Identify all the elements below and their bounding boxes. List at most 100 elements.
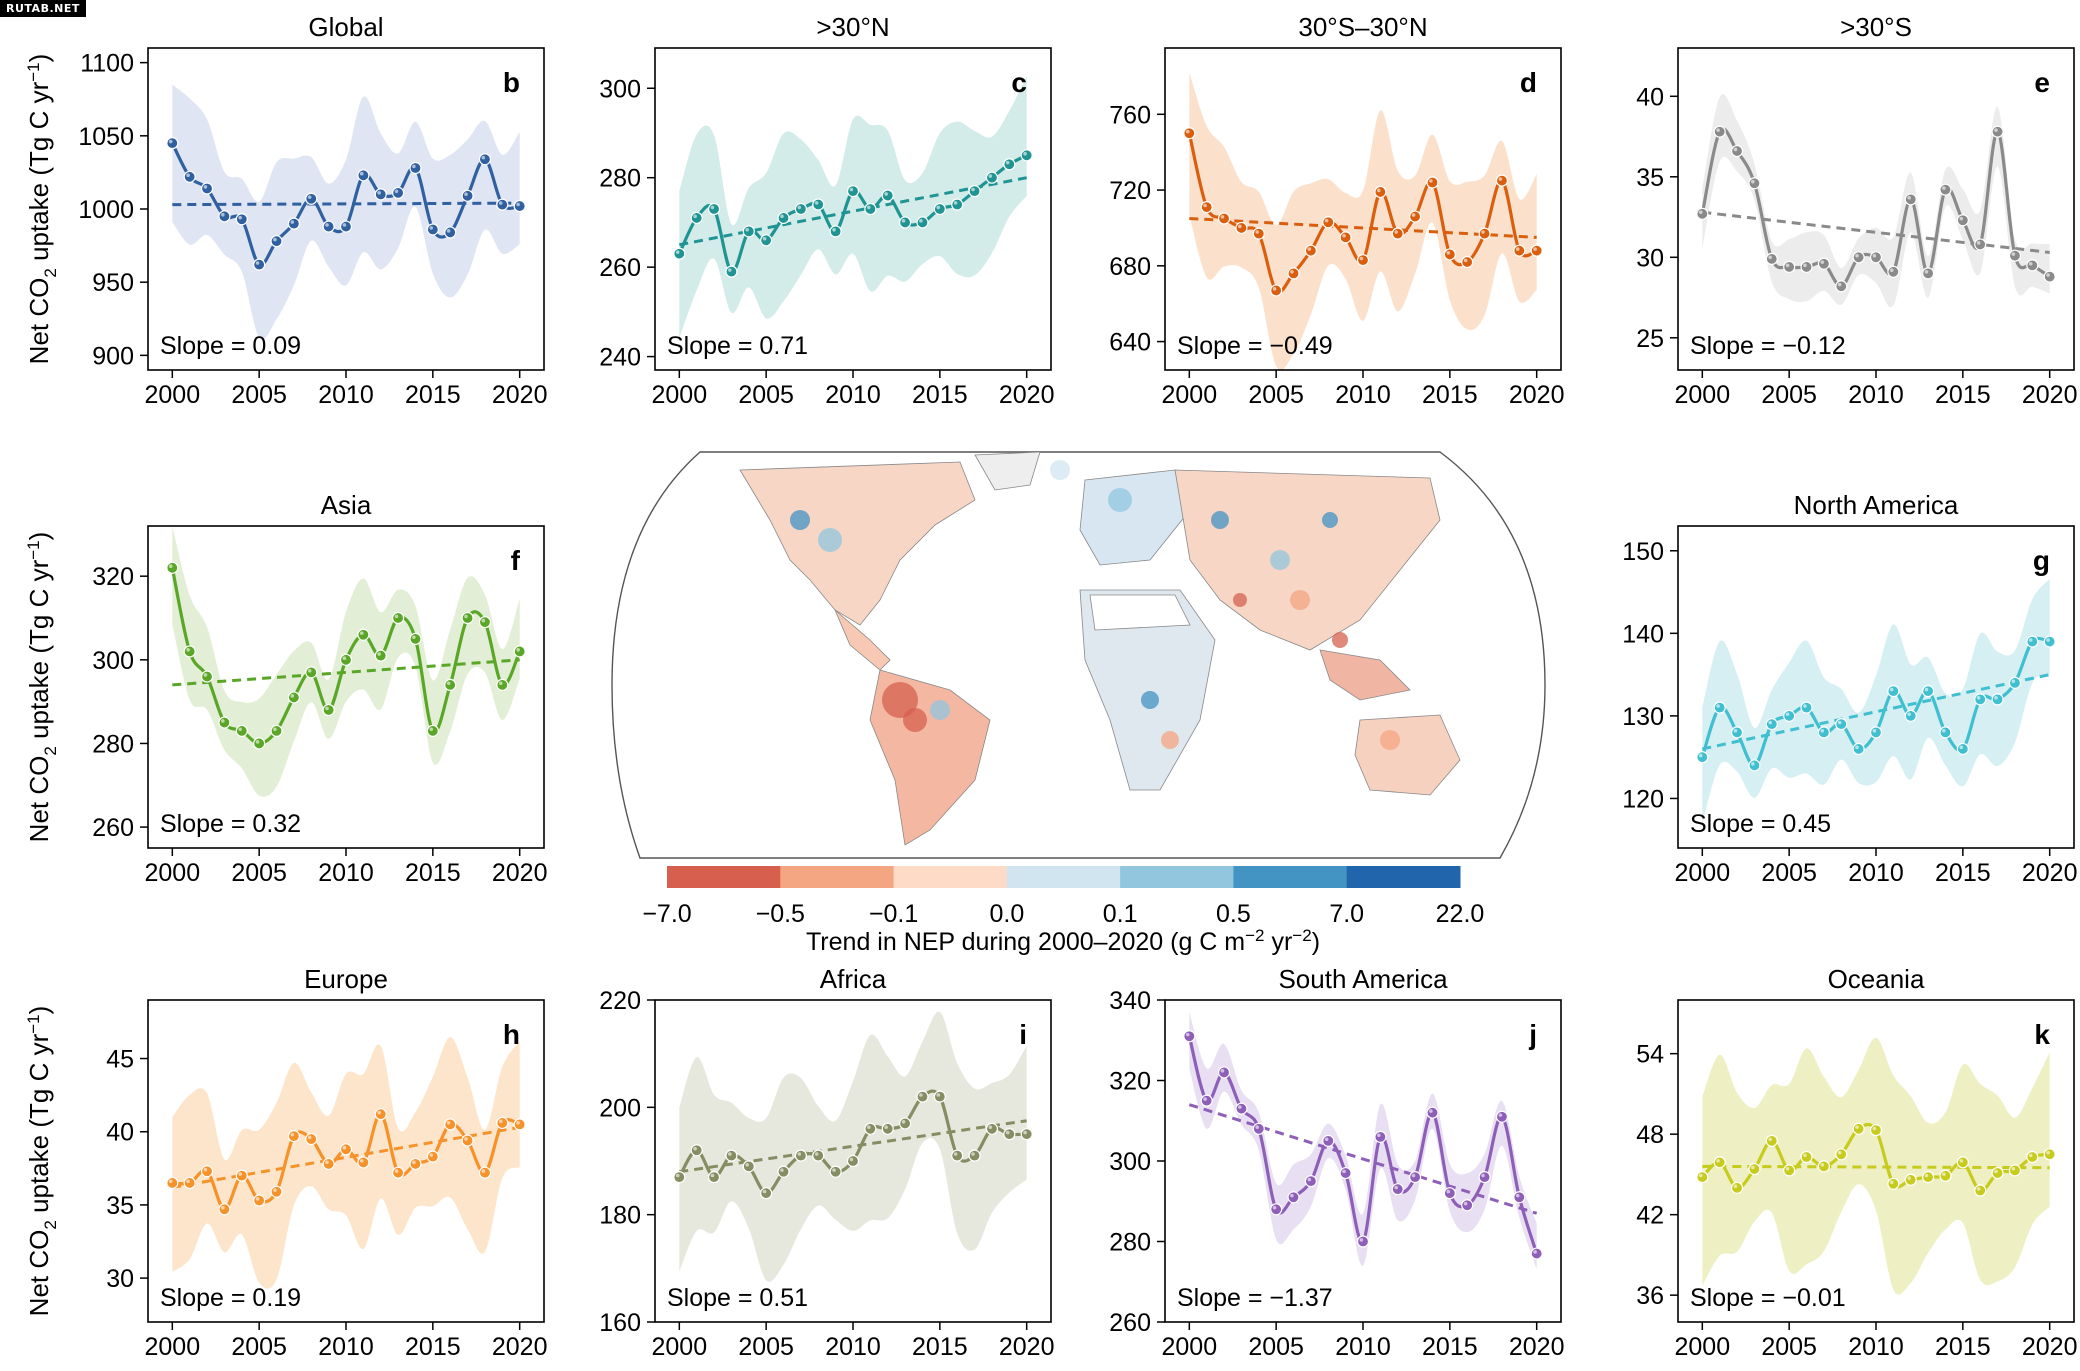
data-point-highlight — [1463, 258, 1468, 263]
data-point-highlight — [1481, 230, 1485, 234]
y-axis-label: Net CO2 uptake (Tg C yr−1) — [24, 1006, 60, 1317]
data-point-highlight — [814, 1152, 819, 1156]
y-tick-label: 1050 — [78, 123, 134, 151]
data-point-highlight — [168, 139, 173, 144]
data-point — [951, 1149, 964, 1162]
data-point-highlight — [377, 1110, 381, 1115]
y-tick-label: 950 — [92, 269, 134, 297]
x-tick-label: 2015 — [1935, 859, 1991, 887]
data-point — [1443, 248, 1456, 261]
data-point — [1991, 1166, 2004, 1180]
data-point — [985, 171, 999, 184]
data-point-highlight — [342, 223, 347, 227]
y-tick-label: 320 — [1109, 1068, 1151, 1096]
data-point-highlight — [1768, 255, 1772, 260]
data-point — [1339, 231, 1352, 244]
panel-title: >30°N — [816, 12, 889, 42]
data-point — [881, 1122, 894, 1135]
panel-i: 2000 2005 2010 2015 2020 160 180 200 220 Africa i S… — [599, 964, 1054, 1361]
data-point — [218, 1203, 231, 1216]
y-axis-label: Net CO2 uptake (Tg C yr−1) — [24, 532, 60, 843]
data-point-highlight — [1411, 213, 1416, 217]
data-point-highlight — [1820, 729, 1825, 733]
data-point-highlight — [412, 164, 416, 169]
data-point — [1817, 257, 1830, 270]
data-point-highlight — [1942, 186, 1946, 190]
data-point-highlight — [1220, 1069, 1225, 1073]
y-tick-label: 300 — [599, 75, 641, 103]
trend-patch — [1050, 460, 1070, 480]
slope-label: Slope = 0.09 — [160, 332, 301, 360]
data-point — [812, 198, 825, 211]
data-point-highlight — [186, 648, 190, 652]
data-point — [985, 1122, 999, 1135]
y-axis-label-part: ) — [24, 1006, 54, 1015]
x-tick-label: 2005 — [738, 1333, 794, 1361]
data-point-highlight — [1005, 1130, 1010, 1135]
x-tick-label: 2015 — [912, 1333, 968, 1361]
colorbar-segment — [1006, 866, 1121, 888]
x-tick-label: 2020 — [2022, 381, 2078, 409]
data-point-highlight — [1959, 745, 1964, 750]
data-point-highlight — [1463, 1201, 1468, 1206]
panel-letter: k — [2034, 1019, 2050, 1050]
data-point-highlight — [1185, 1032, 1190, 1037]
watermark-label: RUTAB.NET — [0, 0, 86, 17]
slope-label: Slope = 0.45 — [1690, 810, 1831, 838]
panel-d: 2000 2005 2010 2015 2020 640 680 720 760 30°S–30°… — [1109, 12, 1564, 409]
data-point-highlight — [693, 214, 697, 219]
data-point-highlight — [1023, 1130, 1027, 1135]
data-point — [1356, 254, 1370, 267]
data-point — [1003, 158, 1016, 171]
uncertainty-band — [1702, 578, 2050, 825]
data-point — [426, 223, 439, 236]
data-point — [444, 226, 457, 239]
y-axis-label-part: 2 — [41, 268, 60, 277]
data-point — [1183, 127, 1196, 140]
data-point — [1183, 1030, 1196, 1043]
panel-title: South America — [1278, 964, 1448, 994]
panel-j: 2000 2005 2010 2015 2020 260 280 300 320 340 South… — [1109, 964, 1564, 1361]
data-point-highlight — [1959, 216, 1964, 221]
data-point — [1217, 212, 1231, 225]
data-point — [2026, 635, 2039, 648]
data-point-highlight — [186, 1179, 190, 1184]
data-point-highlight — [693, 1146, 697, 1151]
data-point-highlight — [1324, 218, 1329, 223]
data-point-highlight — [780, 1168, 784, 1172]
data-point — [1217, 1066, 1231, 1079]
y-tick-label: 220 — [599, 987, 641, 1015]
y-tick-label: 40 — [106, 1119, 134, 1147]
data-point — [426, 1150, 439, 1163]
data-point — [2043, 1148, 2056, 1161]
data-point — [1887, 685, 1900, 698]
data-point-highlight — [2011, 252, 2016, 256]
trend-patch — [1141, 691, 1159, 709]
data-point-highlight — [1342, 1169, 1346, 1174]
x-tick-label: 2010 — [318, 859, 374, 887]
data-point — [1956, 1156, 1969, 1169]
data-point — [1765, 1134, 1778, 1147]
data-point-highlight — [359, 1159, 364, 1163]
trend-line — [679, 1119, 1027, 1174]
x-tick-label: 2000 — [652, 1333, 708, 1361]
data-point — [2008, 676, 2022, 689]
x-tick-label: 2015 — [1422, 1333, 1478, 1361]
data-point — [200, 670, 214, 683]
data-point — [864, 1122, 877, 1135]
panel-title: >30°S — [1840, 12, 1912, 42]
data-point-highlight — [394, 614, 399, 619]
data-point-highlight — [498, 681, 503, 686]
data-point — [1426, 1106, 1439, 1119]
data-point — [829, 1165, 842, 1178]
data-point — [374, 188, 387, 201]
data-point-highlight — [1411, 1173, 1416, 1178]
slope-label: Slope = −0.49 — [1177, 332, 1333, 360]
data-point — [287, 691, 300, 704]
data-point — [392, 1166, 405, 1179]
data-point-highlight — [342, 656, 347, 661]
data-point-highlight — [516, 648, 520, 652]
panel-title: Africa — [820, 964, 887, 994]
data-point-highlight — [1394, 1185, 1398, 1190]
x-tick-label: 2010 — [1848, 381, 1904, 409]
